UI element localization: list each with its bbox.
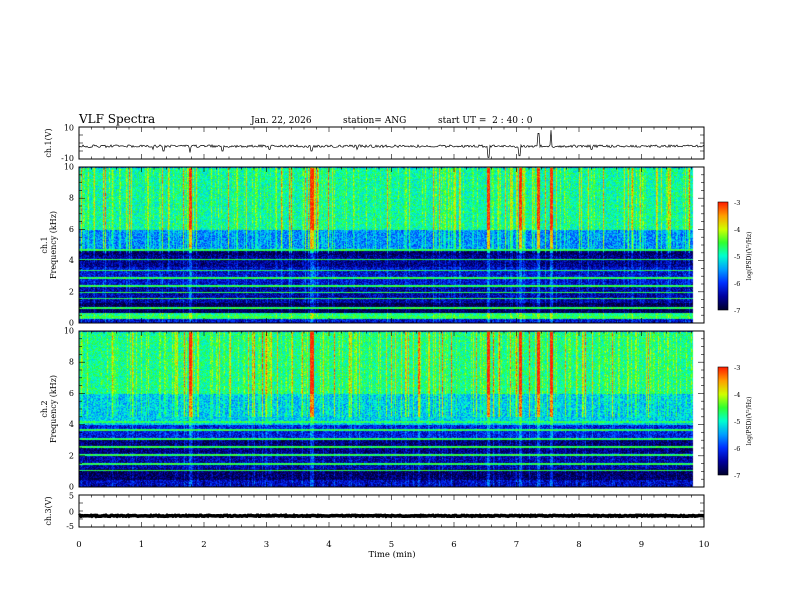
ch1-ytick-0: 0 xyxy=(69,319,74,328)
ch1-colorbar-frame xyxy=(717,201,729,311)
ch1-ytick-10k: 10 xyxy=(64,163,74,172)
ch1-ytick-8: 8 xyxy=(69,194,74,203)
figure-station: station= ANG xyxy=(343,116,406,126)
ch1-cbar-tick-7: -7 xyxy=(734,307,740,315)
ch1-ytick-4: 4 xyxy=(69,256,74,265)
ch1-waveform-trace xyxy=(78,130,705,158)
ch2-colorbar-label: log(PSD)(V²/Hz) xyxy=(746,397,753,446)
x-tick-label-0: 0 xyxy=(76,540,81,550)
ch2-spectrogram-ylabel-channel: ch.2 xyxy=(40,400,49,417)
ch2-cbar-tick-6: -6 xyxy=(734,445,740,453)
figure-start-time: start UT = 2 : 40 : 0 xyxy=(438,116,533,126)
x-axis-tick-labels: 0 1 2 3 4 5 6 7 8 9 10 xyxy=(76,540,709,550)
ch2-ytick-0: 0 xyxy=(69,483,74,492)
ch1-ylabel-channel-text: ch.1 xyxy=(40,236,49,253)
ch2-colorbar xyxy=(718,367,728,475)
ch1-spectrogram-ylabel-freq: Frequency (kHz) xyxy=(49,211,58,279)
ch2-cbar-tick-3: -3 xyxy=(734,364,740,372)
ch2-ylabel-channel-text: ch.2 xyxy=(40,400,49,417)
ch1-cbar-tick-4: -4 xyxy=(734,226,740,234)
ch2-ytick-6: 6 xyxy=(69,389,74,398)
ch1-spectrogram-ylabel-channel: ch.1 xyxy=(40,236,49,253)
x-tick-label-7: 7 xyxy=(514,540,519,550)
ch2-cbar-tick-7: -7 xyxy=(734,472,740,480)
ch2-spectrogram-heatmap xyxy=(79,331,704,487)
x-tick-label-4: 4 xyxy=(326,540,331,550)
ch1-colorbar xyxy=(718,202,728,310)
x-tick-label-6: 6 xyxy=(451,540,456,550)
ch2-ytick-8: 8 xyxy=(69,358,74,367)
axis-ticks xyxy=(78,126,705,528)
ch3-waveform-ylabel: ch.3(V) xyxy=(44,496,53,525)
ch1-spectrogram-heatmap xyxy=(79,167,704,323)
x-tick-label-1: 1 xyxy=(139,540,144,550)
ch1-cbar-tick-6: -6 xyxy=(734,280,740,288)
ch3-ytick-0: 0 xyxy=(69,508,74,517)
ch3-ytick-neg5: -5 xyxy=(66,522,74,531)
x-tick-label-5: 5 xyxy=(389,540,394,550)
ch2-colorbar-frame xyxy=(717,366,729,476)
ch2-cbar-tick-4: -4 xyxy=(734,391,740,399)
ch1-waveform-panel: 10 -10 ch.1(V) xyxy=(44,124,705,163)
ch2-spectrogram-ylabel-freq: Frequency (kHz) xyxy=(49,375,58,443)
x-tick-label-10: 10 xyxy=(699,540,710,550)
figure-title: VLF Spectra xyxy=(78,112,155,126)
x-axis-label: Time (min) xyxy=(368,549,415,560)
ch1-ytick-10: 10 xyxy=(64,124,74,133)
ch1-spectrogram-panel: 0 2 4 6 8 10 ch.1 Frequency (kHz) -3 -4 … xyxy=(40,163,753,328)
ch1-cbar-tick-3: -3 xyxy=(734,199,740,207)
ch2-ytick-4: 4 xyxy=(69,420,74,429)
ch1-ytick-2: 2 xyxy=(69,287,74,296)
ch2-ytick-2: 2 xyxy=(69,451,74,460)
ch3-waveform-trace xyxy=(77,512,705,519)
x-tick-label-8: 8 xyxy=(576,540,581,550)
ch2-spectrogram-panel: 0 2 4 6 8 10 ch.2 Frequency (kHz) -3 -4 … xyxy=(40,327,753,492)
ch1-colorbar-label: log(PSD)(V²/Hz) xyxy=(746,232,753,281)
ch1-ytick-6: 6 xyxy=(69,225,74,234)
ch3-waveform-panel: 5 0 -5 ch.3(V) xyxy=(44,492,705,531)
ch1-ytick-neg10: -10 xyxy=(61,154,74,163)
ch2-ylabel-freq-text: Frequency (kHz) xyxy=(49,375,58,443)
figure-date: Jan. 22, 2026 xyxy=(250,116,312,126)
ch1-cbar-tick-5: -5 xyxy=(734,253,740,261)
ch1-waveform-ylabel: ch.1(V) xyxy=(44,128,53,157)
ch1-ylabel-freq-text: Frequency (kHz) xyxy=(49,211,58,279)
x-tick-label-3: 3 xyxy=(264,540,269,550)
x-tick-label-2: 2 xyxy=(201,540,206,550)
ch2-ytick-10k: 10 xyxy=(64,327,74,336)
x-tick-label-9: 9 xyxy=(639,540,644,550)
ch2-cbar-tick-5: -5 xyxy=(734,418,740,426)
ch3-ytick-5: 5 xyxy=(69,492,74,501)
